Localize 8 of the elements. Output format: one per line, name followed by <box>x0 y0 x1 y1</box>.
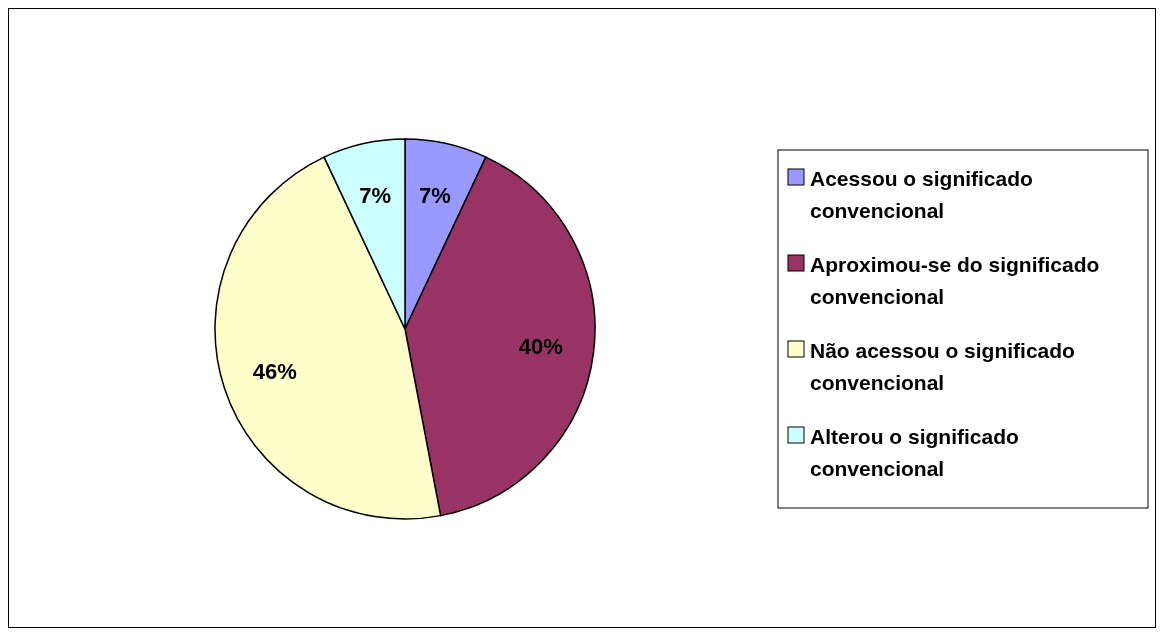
legend-label: Aproximou-se do significado convencional <box>810 252 1100 308</box>
legend-label: Alterou o significado convencional <box>810 424 1019 480</box>
data-label: 7% <box>418 182 451 208</box>
data-label: 46% <box>252 358 297 384</box>
legend-label: Não acessou o significado convencional <box>810 338 1075 394</box>
data-label: 7% <box>359 182 392 208</box>
legend-label: Acessou o significado convencional <box>810 166 1033 222</box>
data-label: 40% <box>518 333 563 359</box>
